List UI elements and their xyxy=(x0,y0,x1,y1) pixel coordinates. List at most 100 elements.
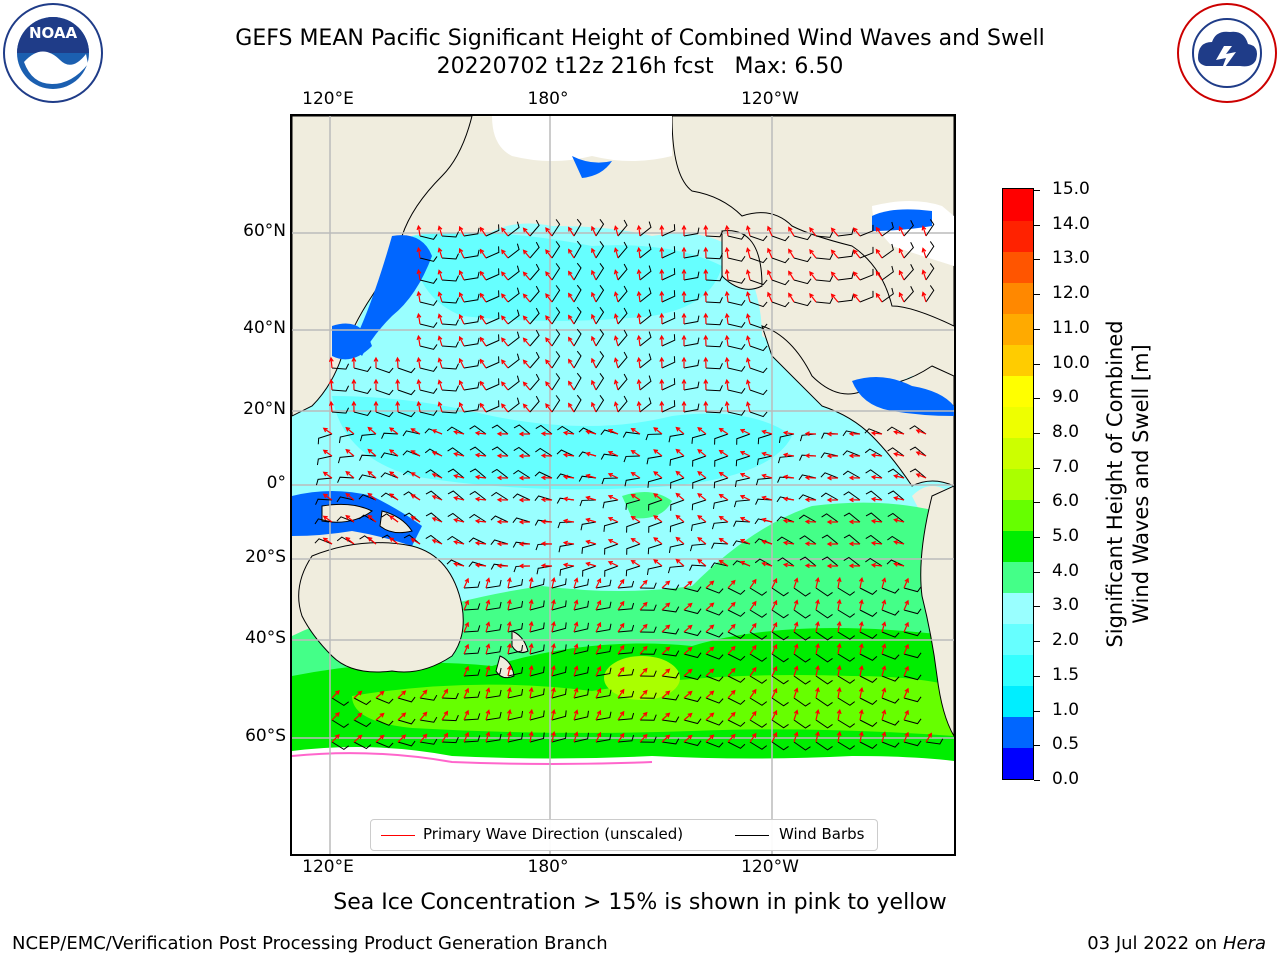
wind-barb xyxy=(903,652,922,659)
wave-direction-arrow xyxy=(595,687,602,699)
wave-direction-arrow xyxy=(727,711,736,721)
wind-barb xyxy=(691,499,707,511)
wind-barb xyxy=(881,243,894,259)
wave-direction-legend-line xyxy=(381,835,415,836)
wave-direction-arrow xyxy=(705,668,715,677)
wind-barb xyxy=(670,499,685,511)
wave-direction-arrow xyxy=(815,643,820,655)
wind-barb xyxy=(749,675,768,684)
wind-barb xyxy=(551,644,567,655)
wind-barb xyxy=(749,323,768,330)
wave-direction-arrow xyxy=(681,334,687,346)
wave-direction-arrow xyxy=(431,429,443,435)
wind-barb xyxy=(647,543,663,555)
wind-barb xyxy=(529,395,540,413)
wind-barb xyxy=(837,653,856,662)
wind-barb xyxy=(529,263,540,281)
wave-direction-arrow xyxy=(528,576,534,589)
wave-direction-arrow xyxy=(705,712,715,721)
wave-direction-arrow xyxy=(893,562,905,567)
wave-direction-arrow xyxy=(545,249,553,259)
wave-direction-arrow xyxy=(771,731,778,743)
wave-direction-arrow xyxy=(551,709,556,721)
colorbar-tick xyxy=(1034,398,1040,400)
colorbar-tick-label: 0.5 xyxy=(1052,734,1080,755)
wind-barb xyxy=(881,587,900,594)
wave-direction-arrow xyxy=(410,516,421,523)
wave-direction-arrow xyxy=(437,313,443,325)
wind-barb xyxy=(397,411,416,418)
colorbar-segment xyxy=(1003,716,1033,749)
wind-barb xyxy=(859,719,878,727)
wind-barb xyxy=(353,366,372,373)
wave-direction-arrow xyxy=(804,519,817,525)
wave-direction-arrow xyxy=(367,448,377,457)
wind-barb xyxy=(617,285,628,303)
wave-direction-arrow xyxy=(653,537,663,545)
wind-barb xyxy=(749,697,768,706)
wave-direction-arrow xyxy=(681,400,687,412)
wind-barb xyxy=(419,388,438,394)
wind-barb xyxy=(441,714,459,722)
wave-direction-arrow xyxy=(545,293,553,303)
wave-direction-arrow xyxy=(373,378,379,391)
wind-barb xyxy=(419,716,438,723)
wave-direction-arrow xyxy=(921,291,927,303)
wave-direction-arrow xyxy=(703,334,709,347)
wind-barb xyxy=(683,359,700,369)
wave-direction-arrow xyxy=(703,400,709,413)
wind-barb xyxy=(733,520,751,527)
wind-barb xyxy=(375,367,394,374)
wind-barb xyxy=(727,697,746,705)
wave-direction-arrow xyxy=(703,268,709,281)
wave-direction-arrow xyxy=(793,621,799,633)
wave-direction-arrow xyxy=(659,290,665,303)
wind-barb xyxy=(798,494,817,501)
wind-barb xyxy=(314,518,333,525)
wave-direction-arrow xyxy=(659,378,665,391)
wave-direction-arrow xyxy=(351,356,357,369)
wave-direction-arrow xyxy=(745,401,751,413)
wave-direction-arrow xyxy=(431,539,443,545)
wave-direction-arrow xyxy=(416,356,422,369)
colorbar-title: Significant Height of Combined Wind Wave… xyxy=(1102,320,1154,647)
wave-direction-arrow xyxy=(683,712,693,721)
wave-direction-arrow xyxy=(739,538,751,545)
wind-barb xyxy=(837,272,854,281)
wind-barb xyxy=(595,733,612,743)
wind-barb xyxy=(887,535,905,545)
wave-direction-arrow xyxy=(881,731,887,743)
wave-direction-arrow xyxy=(659,246,665,259)
wind-barb xyxy=(573,372,582,391)
wave-direction-arrow xyxy=(793,687,799,699)
wind-barb xyxy=(551,263,561,281)
colorbar-tick-label: 13.0 xyxy=(1052,248,1090,269)
wave-direction-arrow xyxy=(653,427,663,435)
wave-direction-arrow xyxy=(562,540,575,546)
wave-direction-arrow xyxy=(898,291,905,303)
wind-barb xyxy=(669,521,685,533)
wave-direction-arrow xyxy=(437,247,443,259)
wind-barb xyxy=(617,241,628,259)
wind-barb xyxy=(595,351,605,369)
wind-barb xyxy=(793,631,811,641)
wind-barb xyxy=(639,221,652,237)
wave-direction-arrow xyxy=(681,378,687,390)
wind-barb xyxy=(887,468,905,479)
wind-barb xyxy=(639,331,652,347)
wind-barb xyxy=(419,344,438,350)
wave-direction-arrow xyxy=(522,359,531,369)
wind-barb xyxy=(573,350,582,369)
wind-barb xyxy=(529,285,540,303)
wave-direction-arrow xyxy=(893,474,905,479)
wave-direction-arrow xyxy=(416,378,422,391)
wave-direction-arrow xyxy=(749,622,757,633)
wave-direction-arrow xyxy=(848,541,861,547)
wind-barb xyxy=(447,490,465,501)
wind-barb xyxy=(551,395,561,413)
wave-direction-arrow xyxy=(793,577,799,589)
wave-direction-arrow xyxy=(705,646,715,655)
wave-direction-arrow xyxy=(395,400,401,413)
wind-barb xyxy=(419,738,438,745)
wave-direction-arrow xyxy=(410,450,421,457)
